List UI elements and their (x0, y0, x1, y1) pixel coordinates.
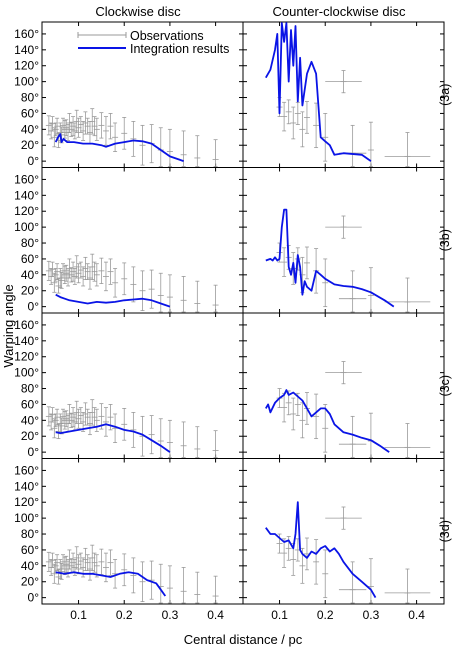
integration-results-line (54, 133, 184, 162)
y-tick-label: 100° (14, 511, 39, 525)
y-tick-label: 20° (21, 284, 39, 298)
x-tick-label: 0.1 (70, 608, 87, 622)
column-title-clockwise: Clockwise disc (95, 4, 181, 19)
panel-2-counter-clockwise (242, 167, 445, 314)
panel-grid: 0°20°40°60°80°100°120°140°160°(3a)0°20°4… (14, 21, 452, 622)
y-tick-label: 40° (21, 559, 39, 573)
x-tick-label: 0.3 (363, 608, 380, 622)
y-tick-label: 80° (21, 91, 39, 105)
integration-results-line (265, 208, 395, 308)
y-tick-label: 140° (14, 334, 39, 348)
panel-frame (242, 167, 445, 314)
legend-integration-label: Integration results (130, 42, 229, 56)
x-tick-label: 0.2 (116, 608, 133, 622)
x-tick-label: 0.3 (162, 608, 179, 622)
legend-observations-label: Observations (130, 29, 204, 43)
y-tick-label: 40° (21, 268, 39, 282)
y-tick-label: 120° (14, 350, 39, 364)
y-tick-label: 140° (14, 43, 39, 57)
column-title-counter-clockwise: Counter-clockwise disc (273, 4, 406, 19)
y-tick-label: 160° (14, 318, 39, 332)
panel-3-clockwise: 0° 20° 40° 60°80° 100° 120° 140° 160° (14, 312, 244, 459)
panel-3-counter-clockwise (242, 312, 445, 459)
y-tick-label: 0° (28, 154, 40, 168)
row-label: (3b) (438, 229, 452, 251)
y-tick-label: 140° (14, 188, 39, 202)
y-tick-label: 20° (21, 429, 39, 443)
x-tick-label: 0.4 (207, 608, 224, 622)
y-tick-label: 60° (21, 397, 39, 411)
y-tick-label: 40° (21, 413, 39, 427)
y-tick-label: 60° (21, 543, 39, 557)
row-label: (3d) (438, 520, 452, 542)
y-tick-label: 20° (21, 138, 39, 152)
y-tick-label: 100° (14, 366, 39, 380)
y-tick-label: 60° (21, 106, 39, 120)
panel-4-counter-clockwise: 0.1 0.2 0.3 0.4 (242, 458, 445, 622)
integration-results-line (265, 22, 372, 162)
y-tick-label: 80° (21, 236, 39, 250)
row-label: (3c) (438, 375, 452, 397)
y-tick-label: 120° (14, 495, 39, 509)
integration-results-line (265, 389, 390, 453)
y-tick-label: 0° (28, 591, 40, 605)
y-tick-label: 60° (21, 252, 39, 266)
y-tick-label: 100° (14, 220, 39, 234)
panel-1-clockwise: 0° 20° 40° 60°80° 100° 120° 140° 160° (14, 21, 244, 168)
y-tick-label: 160° (14, 172, 39, 186)
panel-frame (242, 458, 445, 605)
integration-results-line (55, 571, 167, 597)
panel-2-clockwise: 0° 20° 40° 60° 80° 100° 120° 140° 160° (14, 167, 244, 314)
y-tick-label: 40° (21, 122, 39, 136)
y-tick-label: 80° (21, 527, 39, 541)
y-tick-label: 100° (14, 75, 39, 89)
integration-results-line (55, 423, 171, 453)
x-axis-label: Central distance / pc (184, 632, 303, 647)
x-tick-label: 0.4 (408, 608, 425, 622)
panel-frame (242, 312, 445, 459)
y-tick-label: 80° (21, 382, 39, 396)
y-tick-label: 120° (14, 204, 39, 218)
x-tick-label: 0.1 (271, 608, 288, 622)
row-label: (3a) (438, 84, 452, 106)
y-axis-label: Warping angle (1, 284, 16, 367)
integration-results-line (55, 293, 171, 308)
legend: Observations Integration results (77, 29, 229, 56)
x-tick-label: 0.2 (317, 608, 334, 622)
y-tick-label: 20° (21, 575, 39, 589)
column-titles: Clockwise disc Counter-clockwise disc (95, 4, 406, 19)
y-tick-label: 0° (28, 445, 40, 459)
panel-1-counter-clockwise (242, 21, 445, 168)
y-tick-label: 140° (14, 479, 39, 493)
integration-results-line (265, 501, 377, 599)
y-tick-label: 120° (14, 59, 39, 73)
y-tick-label: 160° (14, 463, 39, 477)
y-tick-label: 160° (14, 27, 39, 41)
y-tick-label: 0° (28, 300, 40, 314)
panel-4-clockwise: 0° 20° 40° 60° 80° 100° 120° 140° 160° 0.1 0.2 0.3 0… (14, 458, 244, 622)
panel-frame (242, 21, 445, 168)
